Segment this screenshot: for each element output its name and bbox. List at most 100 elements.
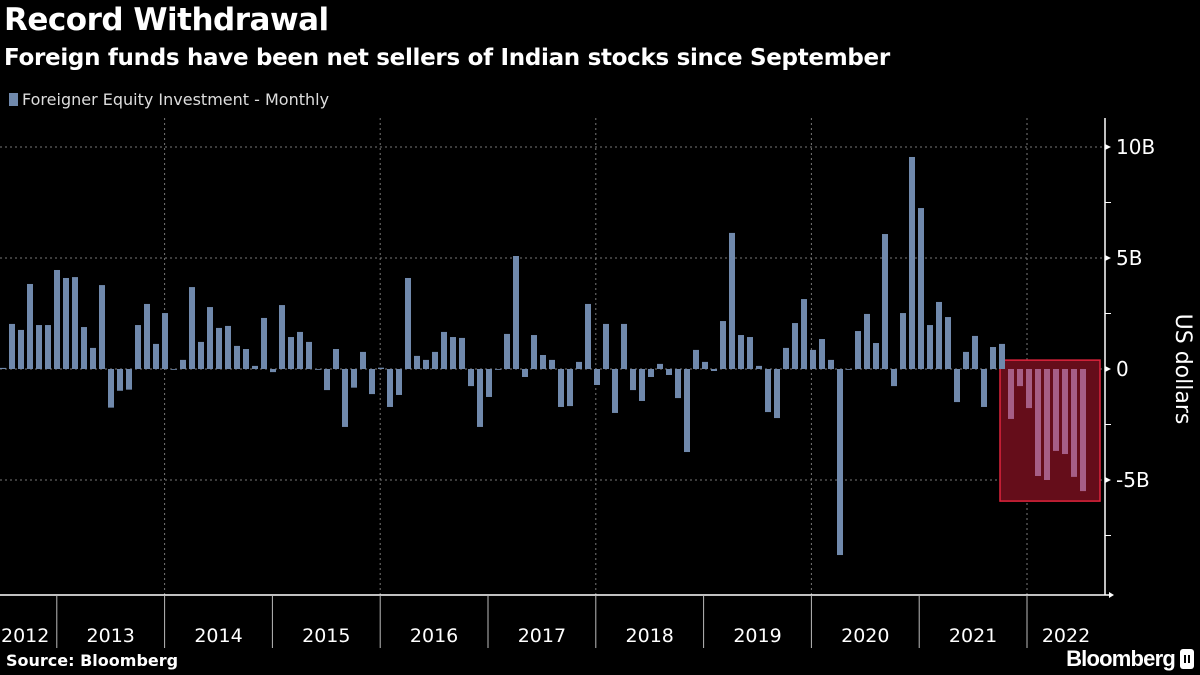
bar xyxy=(711,369,717,371)
bar xyxy=(999,343,1005,369)
bar xyxy=(585,303,591,369)
bar xyxy=(747,337,753,369)
bar xyxy=(207,307,213,369)
bar xyxy=(792,323,798,369)
bar xyxy=(819,339,825,369)
bar xyxy=(549,359,555,369)
bar xyxy=(396,369,402,395)
bar xyxy=(567,369,573,407)
bar xyxy=(459,337,465,369)
bar xyxy=(648,369,654,377)
bar xyxy=(828,359,834,369)
bar xyxy=(81,327,87,369)
bar xyxy=(351,369,357,388)
bar xyxy=(621,323,627,369)
bar xyxy=(873,343,879,369)
bar xyxy=(1062,369,1068,455)
x-tick-label: 2022 xyxy=(1042,625,1090,647)
bar xyxy=(738,335,744,369)
x-tick-label: 2013 xyxy=(87,625,135,647)
bar xyxy=(261,317,267,369)
bar xyxy=(423,359,429,369)
bar xyxy=(315,369,321,370)
bar xyxy=(954,369,960,403)
bar xyxy=(846,369,852,370)
bar xyxy=(801,299,807,369)
bar xyxy=(297,331,303,369)
bar xyxy=(225,325,231,369)
bar xyxy=(180,359,186,369)
bar xyxy=(1080,369,1086,492)
bar xyxy=(909,156,915,369)
bar xyxy=(504,333,510,369)
bar xyxy=(1044,369,1050,480)
legend-label: Foreigner Equity Investment - Monthly xyxy=(22,90,330,109)
y-tick xyxy=(1105,255,1111,261)
bar xyxy=(1071,369,1077,477)
bar xyxy=(495,369,501,370)
bar xyxy=(594,369,600,385)
bar xyxy=(603,323,609,369)
bar xyxy=(45,325,51,369)
bar xyxy=(342,369,348,427)
brand-text: Bloomberg xyxy=(1066,646,1176,671)
y-tick xyxy=(1105,477,1111,483)
bar xyxy=(27,283,33,369)
bar xyxy=(477,369,483,427)
y-tick-label: 5B xyxy=(1116,246,1142,270)
chart-subtitle: Foreign funds have been net sellers of I… xyxy=(4,45,890,71)
bar xyxy=(333,349,339,369)
bar xyxy=(1053,369,1059,451)
bar xyxy=(963,351,969,369)
bar xyxy=(468,369,474,387)
bar xyxy=(90,347,96,369)
bar xyxy=(216,327,222,369)
chart-title: Record Withdrawal xyxy=(4,2,329,38)
bar xyxy=(387,369,393,407)
bar xyxy=(774,369,780,419)
bar xyxy=(36,325,42,369)
bar xyxy=(810,349,816,369)
bar xyxy=(135,325,141,369)
bar xyxy=(279,305,285,369)
bar xyxy=(612,369,618,413)
bar xyxy=(360,351,366,369)
y-tick xyxy=(1105,144,1111,150)
bar xyxy=(369,369,375,395)
bar xyxy=(522,369,528,377)
bar xyxy=(558,369,564,407)
bar xyxy=(891,369,897,387)
bar xyxy=(108,369,114,408)
bar xyxy=(720,321,726,369)
x-tick-label: 2020 xyxy=(841,625,889,647)
x-tick-label: 2019 xyxy=(733,625,781,647)
x-tick-label: 2012 xyxy=(1,625,49,647)
x-tick-label: 2014 xyxy=(194,625,242,647)
y-tick-label: 10B xyxy=(1116,135,1155,159)
bar xyxy=(900,313,906,369)
bar xyxy=(540,355,546,369)
bar xyxy=(162,313,168,369)
bar xyxy=(927,325,933,369)
bar xyxy=(531,335,537,369)
bar xyxy=(693,349,699,369)
bar xyxy=(198,341,204,369)
bar xyxy=(702,361,708,369)
bar xyxy=(639,369,645,401)
x-axis-arrow xyxy=(1109,592,1114,598)
bar xyxy=(243,349,249,369)
y-axis-label: US dollars xyxy=(1170,314,1195,425)
bar xyxy=(684,369,690,453)
y-tick-label: 0 xyxy=(1116,357,1129,381)
x-tick-label: 2017 xyxy=(518,625,566,647)
bar xyxy=(1008,369,1014,419)
bar xyxy=(171,369,177,370)
bloomberg-icon xyxy=(1180,649,1194,669)
bloomberg-logo: Bloomberg xyxy=(1066,646,1194,672)
bar xyxy=(405,277,411,369)
bar xyxy=(324,369,330,391)
source-note: Source: Bloomberg xyxy=(6,651,179,670)
x-tick-label: 2018 xyxy=(626,625,674,647)
bar xyxy=(666,369,672,375)
bar xyxy=(576,361,582,369)
